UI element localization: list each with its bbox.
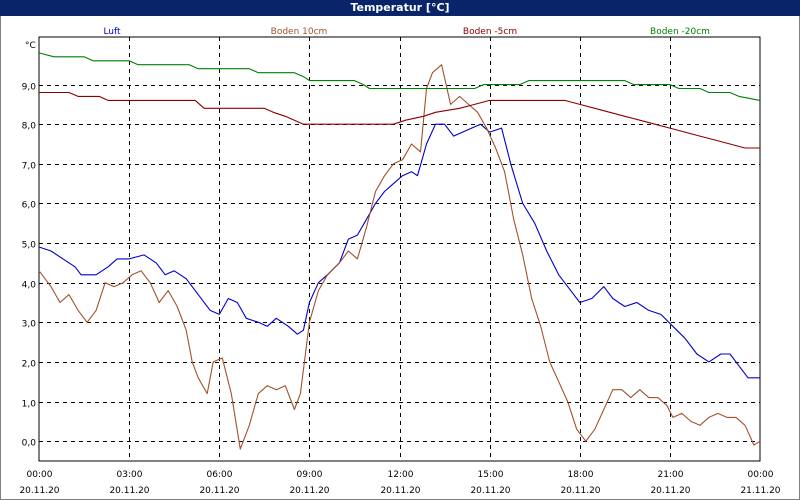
x-tick-date-label: 20.11.20 xyxy=(380,486,420,496)
y-tick-label: 1,0 xyxy=(22,400,37,410)
legend-entry: Boden -20cm xyxy=(650,27,710,37)
legend-entry: Boden 10cm xyxy=(271,27,328,37)
y-tick-label: 2,0 xyxy=(22,360,37,370)
legend-entry: Luft xyxy=(103,27,121,37)
y-tick-label: 6,0 xyxy=(22,201,37,211)
series-line xyxy=(38,123,760,379)
x-tick-time-label: 21:00 xyxy=(658,470,684,480)
y-tick-label: 5,0 xyxy=(22,241,37,251)
y-tick-label: 0,0 xyxy=(22,439,37,449)
y-tick-label: 9,0 xyxy=(22,83,37,93)
window-title: Temperatur [°C] xyxy=(0,0,800,16)
y-tick-label: 7,0 xyxy=(22,162,37,172)
series-line xyxy=(38,64,761,450)
x-tick-date-label: 20.11.20 xyxy=(650,486,690,496)
x-tick-date-label: 20.11.20 xyxy=(470,486,510,496)
x-tick-time-label: 00:00 xyxy=(748,470,774,480)
x-tick-time-label: 15:00 xyxy=(478,470,504,480)
x-tick-date-label: 20.11.20 xyxy=(109,486,149,496)
y-tick-label: 4,0 xyxy=(22,281,37,291)
series-line xyxy=(38,52,761,101)
x-tick-time-label: 09:00 xyxy=(297,470,323,480)
x-tick-time-label: 03:00 xyxy=(117,470,143,480)
y-tick-label: 3,0 xyxy=(22,320,37,330)
x-tick-date-label: 20.11.20 xyxy=(19,486,59,496)
x-tick-date-label: 20.11.20 xyxy=(289,486,329,496)
x-tick-time-label: 18:00 xyxy=(568,470,594,480)
series-line xyxy=(39,91,760,149)
legend-entry: Boden -5cm xyxy=(463,27,517,37)
x-tick-time-label: 00:00 xyxy=(27,470,53,480)
x-tick-date-label: 20.11.20 xyxy=(560,486,600,496)
x-tick-time-label: 12:00 xyxy=(388,470,414,480)
y-tick-label: 8,0 xyxy=(22,122,37,132)
x-tick-time-label: 06:00 xyxy=(207,470,233,480)
x-tick-date-label: 20.11.20 xyxy=(199,486,239,496)
x-tick-date-label: 21.11.20 xyxy=(740,486,780,496)
y-axis-unit-label: °C xyxy=(25,41,36,51)
